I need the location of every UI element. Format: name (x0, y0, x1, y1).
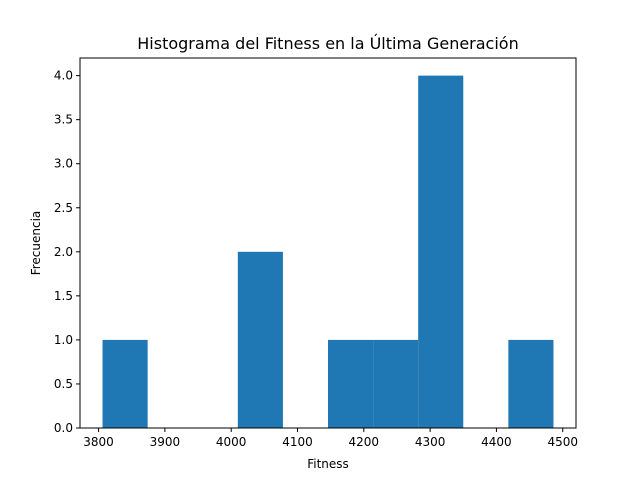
histogram-bar (328, 339, 374, 428)
x-tick-label: 4000 (216, 435, 247, 449)
x-tick-label: 4400 (481, 435, 512, 449)
x-tick-label: 3800 (83, 435, 114, 449)
y-tick-label: 3.0 (54, 157, 73, 171)
histogram-bar (102, 339, 148, 428)
x-tick-label: 4300 (415, 435, 446, 449)
histogram-bar (237, 251, 283, 428)
bars-group (102, 75, 554, 428)
histogram-bar (418, 75, 464, 428)
x-axis-label: Fitness (307, 457, 349, 471)
x-tick-label: 4500 (547, 435, 578, 449)
y-tick-label: 3.5 (54, 113, 73, 127)
y-tick-label: 1.0 (54, 333, 73, 347)
y-tick-label: 4.0 (54, 69, 73, 83)
chart-title: Histograma del Fitness en la Última Gene… (137, 34, 518, 53)
x-tick-label: 4200 (349, 435, 380, 449)
x-axis-ticks: 3800 3900 4000 4100 4200 4300 4400 4500 (83, 428, 578, 449)
y-axis-ticks: 0.0 0.5 1.0 1.5 2.0 2.5 3.0 3.5 4.0 (54, 69, 80, 435)
histogram-bar (373, 339, 419, 428)
y-axis-label: Frecuencia (29, 211, 43, 276)
y-tick-label: 2.0 (54, 245, 73, 259)
x-tick-label: 4100 (282, 435, 313, 449)
plot-frame (79, 57, 577, 429)
x-tick-label: 3900 (150, 435, 181, 449)
y-tick-label: 0.0 (54, 421, 73, 435)
y-tick-label: 0.5 (54, 377, 73, 391)
histogram-bar (508, 339, 554, 428)
y-tick-label: 1.5 (54, 289, 73, 303)
y-tick-label: 2.5 (54, 201, 73, 215)
